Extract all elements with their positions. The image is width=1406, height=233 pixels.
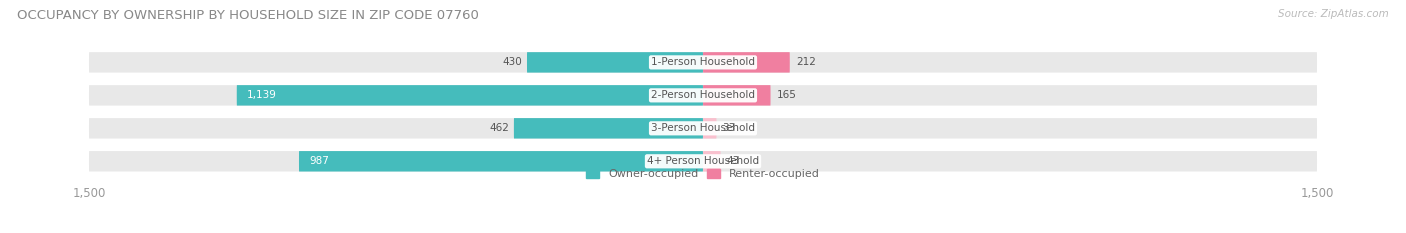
Text: 987: 987	[309, 156, 329, 166]
Text: 1-Person Household: 1-Person Household	[651, 57, 755, 67]
Text: OCCUPANCY BY OWNERSHIP BY HOUSEHOLD SIZE IN ZIP CODE 07760: OCCUPANCY BY OWNERSHIP BY HOUSEHOLD SIZE…	[17, 9, 479, 22]
Text: 212: 212	[796, 57, 815, 67]
Text: 430: 430	[502, 57, 522, 67]
FancyBboxPatch shape	[89, 52, 703, 73]
FancyBboxPatch shape	[703, 52, 790, 73]
Text: 4+ Person Household: 4+ Person Household	[647, 156, 759, 166]
Text: 43: 43	[727, 156, 740, 166]
Text: 33: 33	[723, 123, 735, 133]
FancyBboxPatch shape	[703, 151, 721, 171]
Text: Source: ZipAtlas.com: Source: ZipAtlas.com	[1278, 9, 1389, 19]
FancyBboxPatch shape	[527, 52, 703, 73]
Text: 165: 165	[776, 90, 797, 100]
FancyBboxPatch shape	[703, 118, 717, 139]
FancyBboxPatch shape	[89, 118, 703, 139]
FancyBboxPatch shape	[299, 151, 703, 171]
Legend: Owner-occupied, Renter-occupied: Owner-occupied, Renter-occupied	[586, 168, 820, 179]
Text: 462: 462	[489, 123, 509, 133]
Text: 1,139: 1,139	[247, 90, 277, 100]
FancyBboxPatch shape	[513, 118, 703, 139]
Text: 3-Person Household: 3-Person Household	[651, 123, 755, 133]
FancyBboxPatch shape	[89, 151, 703, 171]
FancyBboxPatch shape	[703, 151, 1317, 171]
FancyBboxPatch shape	[89, 85, 703, 106]
FancyBboxPatch shape	[703, 52, 1317, 73]
FancyBboxPatch shape	[703, 85, 1317, 106]
FancyBboxPatch shape	[703, 85, 770, 106]
FancyBboxPatch shape	[703, 118, 1317, 139]
Text: 2-Person Household: 2-Person Household	[651, 90, 755, 100]
FancyBboxPatch shape	[236, 85, 703, 106]
